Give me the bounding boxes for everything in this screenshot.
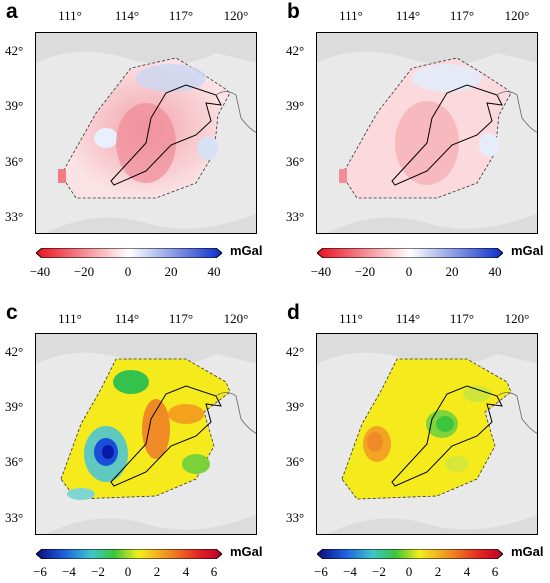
lat-tick-label: 42° [286,43,305,58]
lon-tick-label: 117° [168,8,194,23]
lat-tick-label: 39° [286,98,305,113]
lon-tick-label: 114° [114,8,140,23]
panel-c: c 111° 114° 117° 120° 42° 39° 36° 33° [0,291,275,582]
lat-tick-label: 42° [5,344,24,359]
colorbar-tick: 0 [405,564,413,579]
lon-tick-label: 114° [114,311,140,326]
lon-tick-label: 114° [395,311,421,326]
lon-tick-label: 117° [449,8,475,23]
panel-d: d 111° 114° 117° 120° 42° 39° 36° 33° [281,291,550,582]
colorbar [36,549,222,559]
panel-label: a [6,0,18,23]
colorbar-tick: −20 [73,264,95,279]
panel-b: b 111° 114° 117° 120° 42° 39° 36° 33° mG… [281,0,550,291]
basin-boundary [391,385,503,487]
anomaly-map [35,32,257,234]
colorbar-tick: −4 [343,564,357,579]
anomaly-map [316,333,538,535]
lon-tick-label: 120° [504,311,530,326]
colorbar-tick: 2 [153,564,161,579]
colorbar-tick: −20 [354,264,376,279]
panel-a: a 111° 114° 117° 120° 42° 39° 36° 33° [0,0,275,291]
lat-tick-label: 33° [286,510,305,525]
basin-boundary [110,385,222,487]
colorbar-tick: 6 [210,564,218,579]
colorbar-tick: −6 [314,564,328,579]
lat-tick-label: 33° [5,209,24,224]
anomaly-map [35,333,257,535]
lon-tick-label: 120° [223,8,249,23]
lat-tick-label: 36° [5,154,24,169]
colorbar-unit: mGal [511,243,544,258]
colorbar-tick: 40 [488,264,502,279]
lat-tick-label: 33° [5,510,24,525]
lon-tick-label: 111° [339,8,363,23]
panel-label: c [6,301,18,324]
coastline [215,392,256,434]
colorbar [36,248,222,258]
colorbar-tick: −40 [29,264,51,279]
basin-boundary [110,84,222,186]
lat-tick-label: 36° [286,454,305,469]
colorbar [317,549,503,559]
colorbar-tick: −4 [62,564,76,579]
lat-tick-label: 36° [5,454,24,469]
colorbar-tick: 4 [182,564,190,579]
colorbar-tick: 20 [445,264,459,279]
colorbar-tick: 0 [405,264,413,279]
colorbar-tick: −6 [33,564,47,579]
colorbar-tick: 6 [491,564,499,579]
lon-tick-label: 120° [504,8,530,23]
lat-tick-label: 39° [5,399,24,414]
lon-tick-label: 117° [168,311,194,326]
colorbar-tick: 4 [463,564,471,579]
lon-tick-label: 114° [395,8,421,23]
lon-tick-label: 117° [449,311,475,326]
colorbar-unit: mGal [230,544,263,559]
lat-tick-label: 36° [286,154,305,169]
colorbar-tick: −40 [310,264,332,279]
basin-boundary [391,84,503,186]
colorbar-tick: 20 [164,264,178,279]
lon-tick-label: 111° [58,311,82,326]
colorbar-tick: −2 [91,564,105,579]
colorbar-tick: −2 [372,564,386,579]
anomaly-map [316,32,538,234]
coastline [496,91,537,133]
lon-tick-label: 120° [223,311,249,326]
panel-label: d [287,301,300,324]
lat-tick-label: 42° [286,344,305,359]
colorbar-tick: 0 [124,564,132,579]
coastline [496,392,537,434]
lat-tick-label: 42° [5,43,24,58]
lat-tick-label: 33° [286,209,305,224]
colorbar-tick: 0 [124,264,132,279]
colorbar-tick: 40 [207,264,221,279]
colorbar-unit: mGal [230,243,263,258]
colorbar-unit: mGal [511,544,544,559]
lat-tick-label: 39° [5,98,24,113]
colorbar-tick: 2 [434,564,442,579]
colorbar [317,248,503,258]
lat-tick-label: 39° [286,399,305,414]
lon-tick-label: 111° [339,311,363,326]
coastline [215,91,256,133]
lon-tick-label: 111° [58,8,82,23]
panel-label: b [287,0,300,23]
